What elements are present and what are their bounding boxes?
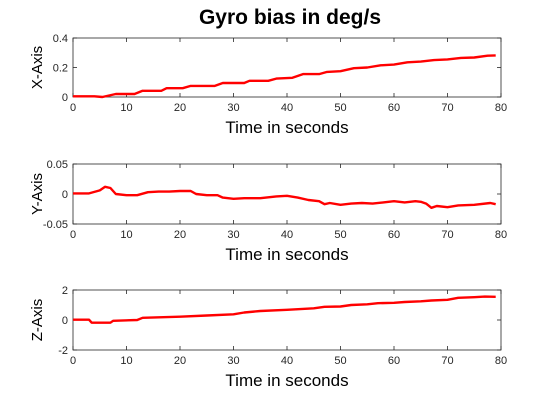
x-axis-label: Time in seconds (225, 118, 348, 137)
x-tick-label: 40 (281, 355, 293, 367)
x-tick-label: 20 (174, 102, 186, 114)
x-tick-label: 80 (495, 229, 507, 241)
x-tick-label: 80 (495, 355, 507, 367)
y-tick-label: -0.05 (43, 219, 68, 231)
y-tick-label: 0 (62, 315, 68, 327)
y-tick-label: 2 (62, 285, 68, 297)
x-tick-label: 30 (227, 229, 239, 241)
y-tick-label: 0.2 (53, 63, 68, 75)
x-tick-label: 80 (495, 102, 507, 114)
subplot-x: 0 10 20 30 40 50 60 70 80 0 0.2 0.4 Time in seconds X… (29, 33, 507, 137)
x-axis-label: Time in seconds (225, 371, 348, 390)
series-line-x (73, 54, 496, 99)
series-line-y (73, 185, 496, 210)
y-tick-label: -2 (58, 345, 68, 357)
x-tick-label: 60 (388, 355, 400, 367)
x-tick-label: 0 (70, 355, 76, 367)
x-tick-label: 30 (227, 102, 239, 114)
y-axis-label: Z-Axis (29, 299, 46, 342)
x-tick-label: 40 (281, 229, 293, 241)
x-tick-label: 0 (70, 102, 76, 114)
x-tick-label: 10 (120, 355, 132, 367)
y-tick-label: 0 (62, 92, 68, 104)
x-tick-label: 60 (388, 229, 400, 241)
x-tick-label: 10 (120, 229, 132, 241)
x-tick-label: 60 (388, 102, 400, 114)
x-tick-label: 70 (441, 229, 453, 241)
x-tick-label: 50 (334, 355, 346, 367)
x-tick-label: 70 (441, 102, 453, 114)
x-axis-label: Time in seconds (225, 245, 348, 264)
x-tick-label: 40 (281, 102, 293, 114)
y-tick-label: 0.05 (47, 159, 68, 171)
x-tick-label: 70 (441, 355, 453, 367)
x-tick-label: 30 (227, 355, 239, 367)
x-tick-label: 20 (174, 355, 186, 367)
x-tick-label: 10 (120, 102, 132, 114)
y-axis-label: X-Axis (29, 46, 46, 89)
y-axis-label: Y-Axis (29, 173, 46, 215)
x-tick-label: 50 (334, 102, 346, 114)
y-tick-label: 0 (62, 189, 68, 201)
figure-title: Gyro bias in deg/s (199, 6, 381, 29)
x-tick-label: 20 (174, 229, 186, 241)
series-line-z (73, 295, 496, 324)
x-tick-label: 0 (70, 229, 76, 241)
x-tick-label: 50 (334, 229, 346, 241)
y-tick-label: 0.4 (53, 33, 68, 45)
plot-area-x (72, 37, 502, 98)
